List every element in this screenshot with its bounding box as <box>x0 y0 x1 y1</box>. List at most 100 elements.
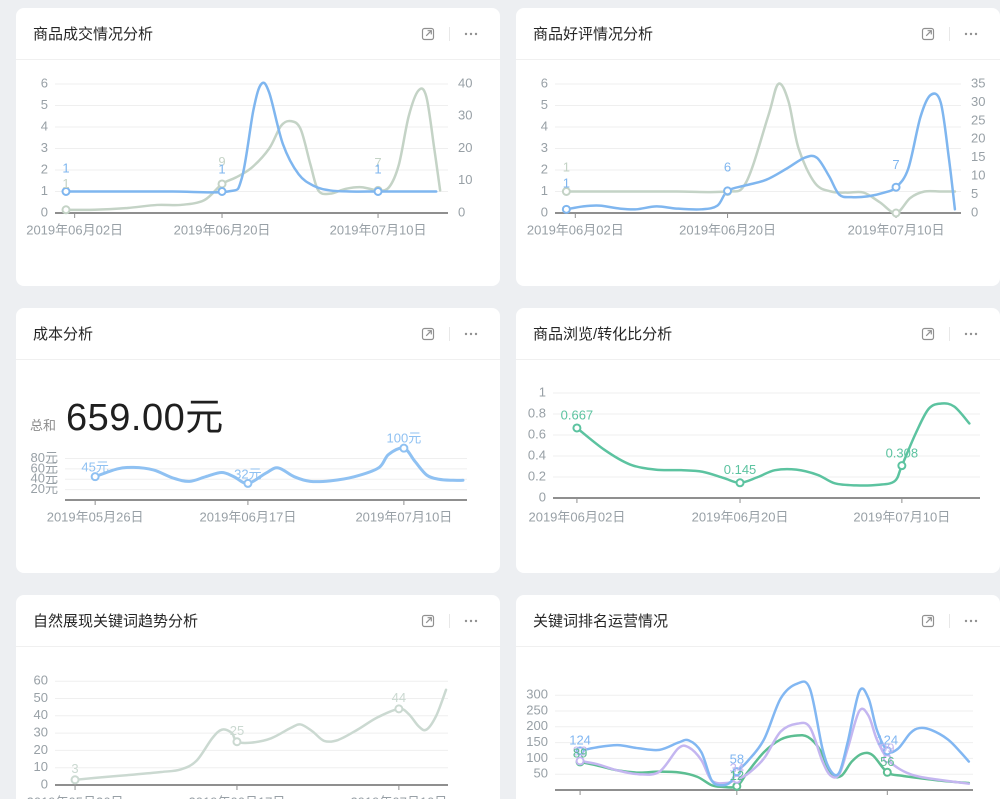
svg-text:30: 30 <box>971 94 985 109</box>
svg-text:1: 1 <box>62 160 69 175</box>
keyword-trend-chart: 60 50 40 30 20 10 0 2019年05月26日 2019年06月17日 2019年… <box>27 673 448 799</box>
svg-text:1: 1 <box>374 161 381 176</box>
summary-value: 659.00元 <box>66 397 224 439</box>
svg-text:0.8: 0.8 <box>528 405 546 420</box>
card-conversion-analysis: 商品浏览/转化比分析 1 0.8 0.6 0.4 0.2 0 2019年06月02日 2019… <box>516 308 1000 573</box>
ellipsis-icon[interactable] <box>960 610 982 632</box>
external-link-icon[interactable] <box>917 23 939 45</box>
svg-text:0: 0 <box>971 204 978 219</box>
svg-text:40: 40 <box>458 75 472 90</box>
svg-text:2019年06月20日: 2019年06月20日 <box>679 222 776 237</box>
ellipsis-icon[interactable] <box>460 610 482 632</box>
ellipsis-icon[interactable] <box>960 323 982 345</box>
svg-text:2019年06月02日: 2019年06月02日 <box>26 222 123 237</box>
svg-text:1: 1 <box>541 183 548 198</box>
cost-summary: 总和 659.00元 <box>30 386 224 441</box>
card-review-analysis: 商品好评情况分析 6 5 4 3 2 1 0 35 30 25 20 15 10 5 0 2019年06月02… <box>516 8 1000 286</box>
svg-text:124: 124 <box>876 732 898 747</box>
svg-text:40元: 40元 <box>31 471 58 486</box>
svg-text:34: 34 <box>730 761 744 776</box>
svg-text:58: 58 <box>730 751 744 766</box>
svg-text:0.308: 0.308 <box>886 445 919 460</box>
svg-text:0: 0 <box>541 204 548 219</box>
external-link-icon[interactable] <box>917 323 939 345</box>
svg-text:2019年07月10日: 2019年07月10日 <box>355 509 452 524</box>
svg-text:99: 99 <box>880 740 894 755</box>
svg-text:80元: 80元 <box>31 450 58 465</box>
svg-text:50: 50 <box>34 690 48 705</box>
svg-text:2019年07月10日: 2019年07月10日 <box>330 222 427 237</box>
ellipsis-icon[interactable] <box>960 23 982 45</box>
card-header: 关键词排名运营情况 <box>516 595 1000 647</box>
svg-text:0.145: 0.145 <box>724 462 757 477</box>
svg-text:2019年06月20日: 2019年06月20日 <box>174 222 271 237</box>
card-cost-analysis: 成本分析 总和 659.00元 80元 60元 40元 20元 2019年05月26日 2… <box>16 308 500 573</box>
summary-label: 总和 <box>30 418 57 433</box>
card-keyword-trend: 自然展现关键词趋势分析 60 50 40 30 20 10 0 2019年05月26日 2019… <box>16 595 500 799</box>
svg-text:2019年06月20日: 2019年06月20日 <box>692 509 789 524</box>
svg-text:300: 300 <box>526 687 548 702</box>
svg-text:0: 0 <box>41 204 48 219</box>
svg-text:20: 20 <box>34 742 48 757</box>
svg-text:5: 5 <box>971 186 978 201</box>
external-link-icon[interactable] <box>417 610 439 632</box>
svg-text:100元: 100元 <box>387 430 422 445</box>
svg-text:0.667: 0.667 <box>561 408 594 423</box>
svg-text:6: 6 <box>41 75 48 90</box>
svg-text:40: 40 <box>34 707 48 722</box>
external-link-icon[interactable] <box>417 323 439 345</box>
card-title: 商品成交情况分析 <box>33 26 154 43</box>
svg-text:2019年06月17日: 2019年06月17日 <box>189 794 286 799</box>
svg-text:100: 100 <box>526 750 548 765</box>
svg-text:1: 1 <box>539 384 546 399</box>
icon-divider <box>449 326 450 341</box>
svg-text:2019年07月10日: 2019年07月10日 <box>848 222 945 237</box>
card-title: 商品好评情况分析 <box>533 26 654 43</box>
svg-text:20元: 20元 <box>31 481 58 496</box>
svg-text:3: 3 <box>71 761 78 776</box>
svg-text:20: 20 <box>458 140 472 155</box>
svg-text:12: 12 <box>730 768 744 783</box>
external-link-icon[interactable] <box>917 610 939 632</box>
card-header: 成本分析 <box>16 308 500 360</box>
icon-divider <box>949 26 950 41</box>
card-title: 商品浏览/转化比分析 <box>533 326 673 343</box>
svg-text:2019年07月10日: 2019年07月10日 <box>853 509 950 524</box>
svg-text:0: 0 <box>41 776 48 791</box>
svg-text:60: 60 <box>34 673 48 688</box>
icon-divider <box>949 613 950 628</box>
svg-text:5: 5 <box>41 97 48 112</box>
svg-text:0.4: 0.4 <box>528 447 546 462</box>
svg-text:56: 56 <box>880 754 894 769</box>
svg-text:4: 4 <box>41 118 48 133</box>
svg-text:6: 6 <box>724 159 731 174</box>
svg-text:1: 1 <box>218 161 225 176</box>
svg-text:32元: 32元 <box>234 467 261 482</box>
card-keyword-ranking: 关键词排名运营情况 300250200150100502019年06月02日20… <box>516 595 1000 799</box>
svg-text:2019年06月02日: 2019年06月02日 <box>528 509 625 524</box>
svg-text:30: 30 <box>458 108 472 123</box>
svg-text:2019年05月26日: 2019年05月26日 <box>47 509 144 524</box>
card-header: 商品成交情况分析 <box>16 8 500 60</box>
svg-text:5: 5 <box>541 97 548 112</box>
ellipsis-icon[interactable] <box>460 23 482 45</box>
svg-text:200: 200 <box>526 718 548 733</box>
external-link-icon[interactable] <box>417 23 439 45</box>
svg-text:9: 9 <box>218 154 225 169</box>
svg-text:2019年06月17日: 2019年06月17日 <box>199 509 296 524</box>
svg-text:4: 4 <box>541 118 548 133</box>
ellipsis-icon[interactable] <box>460 323 482 345</box>
card-deal-analysis: 商品成交情况分析 6 5 4 3 2 1 0 40 30 20 10 0 2019年06月02日 2019… <box>16 8 500 286</box>
svg-text:6: 6 <box>541 75 548 90</box>
svg-text:1: 1 <box>41 183 48 198</box>
card-header: 商品好评情况分析 <box>516 8 1000 60</box>
svg-text:150: 150 <box>526 734 548 749</box>
svg-text:20: 20 <box>971 131 985 146</box>
svg-text:2: 2 <box>41 161 48 176</box>
svg-text:25: 25 <box>230 723 244 738</box>
svg-text:0.2: 0.2 <box>528 468 546 483</box>
